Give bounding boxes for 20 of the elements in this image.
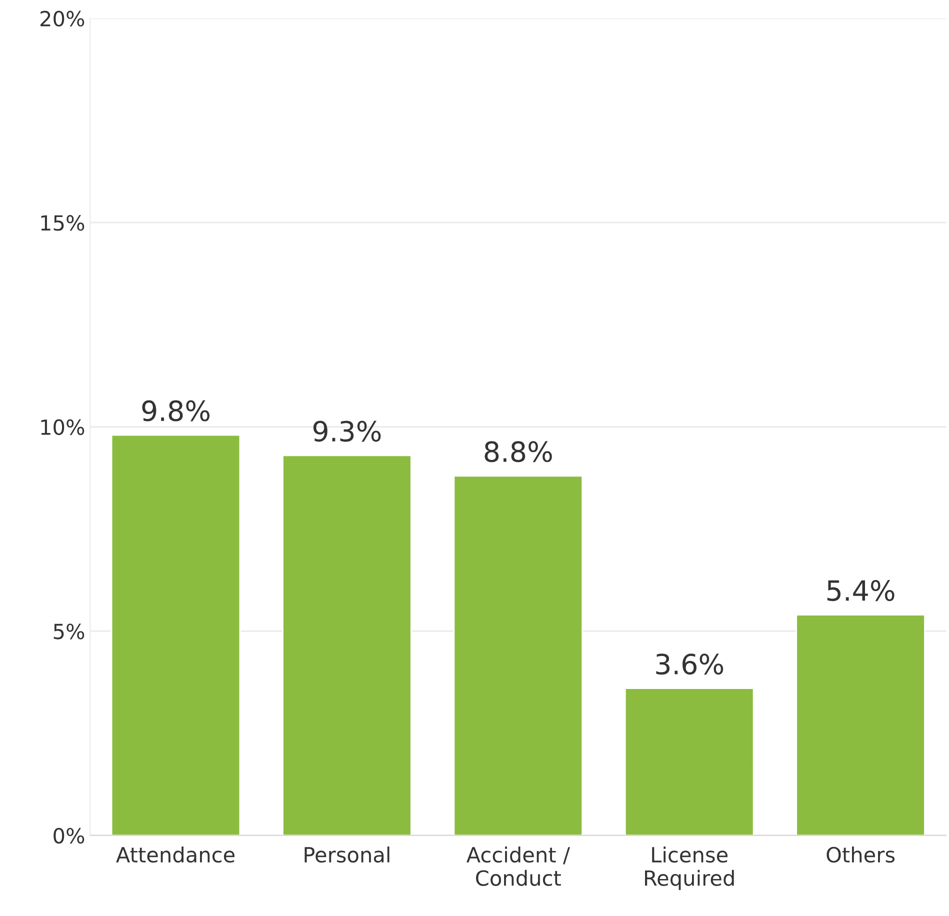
- y-tick-label: 15%: [41, 215, 84, 231]
- bar: [796, 614, 926, 836]
- x-tick-label: Attendance: [116, 846, 234, 863]
- data-label: 9.8%: [142, 400, 210, 422]
- y-tick-label: 5%: [54, 624, 84, 640]
- y-tick-label: 10%: [41, 419, 84, 436]
- x-tick-label: Others: [826, 846, 895, 863]
- bar: [624, 688, 754, 836]
- bar: [453, 475, 584, 836]
- bar: [282, 454, 412, 836]
- y-tick-label: 0%: [54, 828, 84, 844]
- data-label: 5.4%: [827, 580, 894, 602]
- y-tick-label: 20%: [40, 10, 84, 27]
- x-tick-label: License Required: [645, 846, 734, 890]
- data-label: 8.8%: [484, 441, 552, 462]
- bar: [110, 434, 241, 836]
- x-tick-label: Accident / Conduct: [466, 846, 570, 886]
- x-tick-label: Personal: [304, 846, 390, 863]
- data-label: 3.6%: [656, 654, 724, 675]
- data-label: 9.3%: [313, 420, 381, 442]
